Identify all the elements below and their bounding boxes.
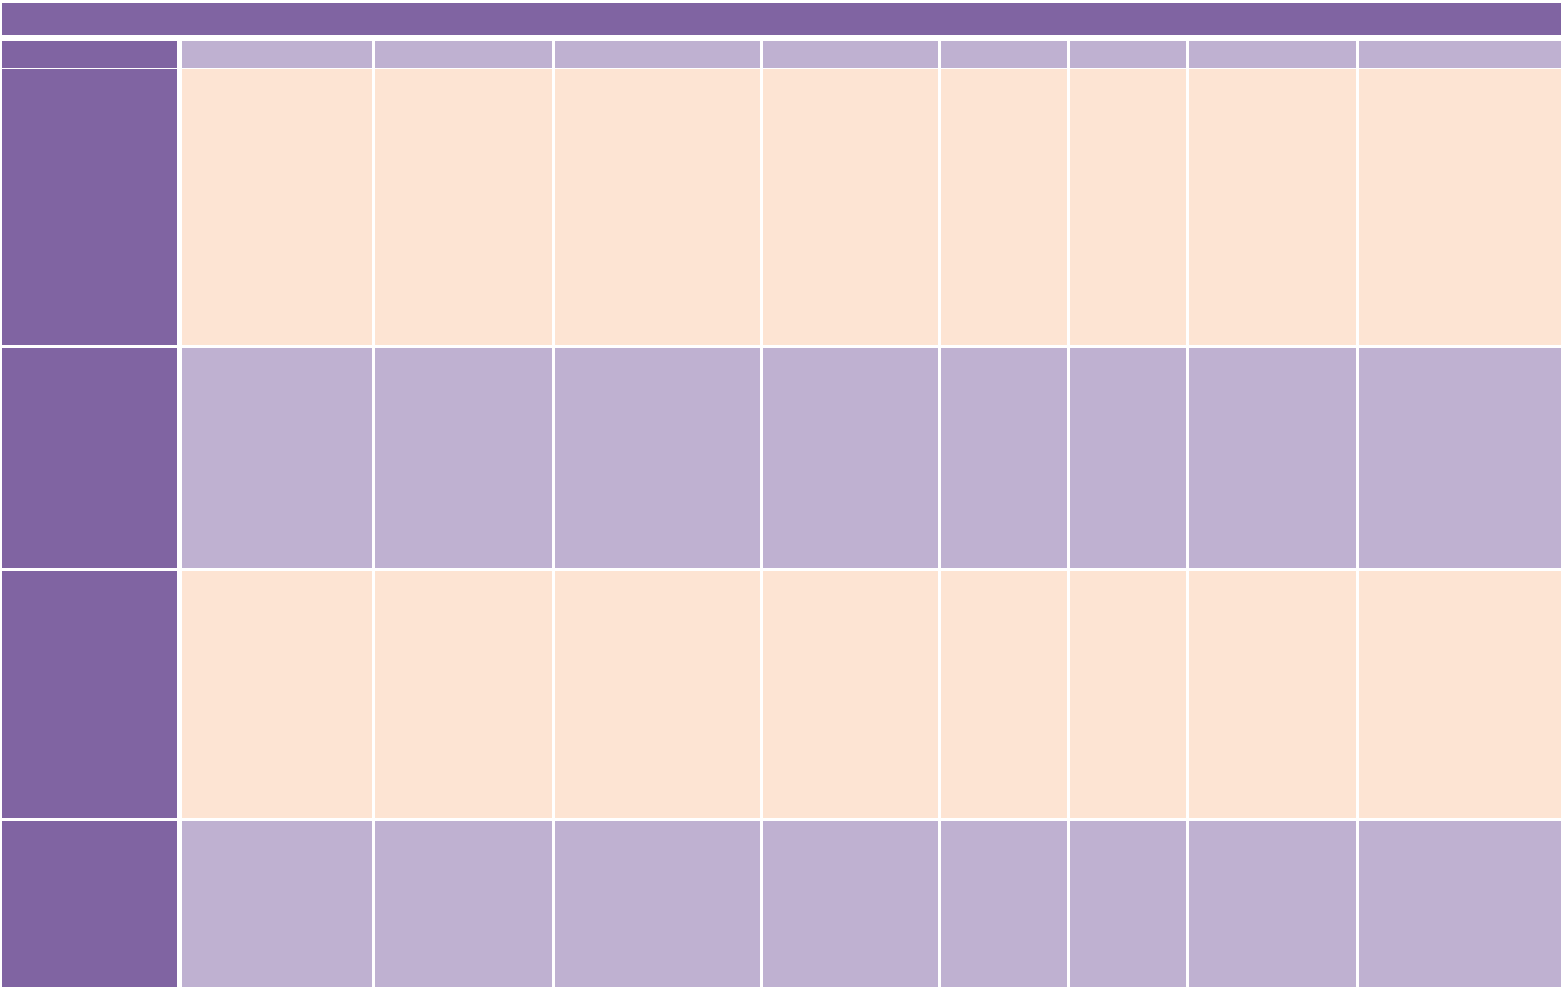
body-cell (375, 348, 552, 568)
body-cell (1070, 571, 1186, 818)
header-cell (763, 41, 938, 68)
header-cell (182, 41, 372, 68)
body-cell (763, 821, 938, 987)
body-cell (763, 348, 938, 568)
title-bar (2, 3, 1561, 35)
body-cell (1189, 69, 1356, 345)
header-cell (555, 41, 760, 68)
body-cell (763, 69, 938, 345)
body-cell (182, 69, 372, 345)
body-cell (1070, 348, 1186, 568)
body-cell (555, 348, 760, 568)
body-cell (1359, 571, 1561, 818)
body-cell (555, 821, 760, 987)
body-cell (375, 571, 552, 818)
body-cell (941, 821, 1067, 987)
body-cell (941, 571, 1067, 818)
body-cell (941, 348, 1067, 568)
body-cell (182, 348, 372, 568)
row-header-cell (2, 571, 177, 818)
body-cell (182, 571, 372, 818)
body-cell (1359, 348, 1561, 568)
body-cell (1189, 348, 1356, 568)
body-cell (555, 571, 760, 818)
body-cell (555, 69, 760, 345)
body-cell (763, 571, 938, 818)
body-cell (1070, 821, 1186, 987)
body-cell (1070, 69, 1186, 345)
body-cell (1189, 821, 1356, 987)
body-cell (1359, 69, 1561, 345)
row-header-cell (2, 821, 177, 987)
header-cell (941, 41, 1067, 68)
body-cell (1359, 821, 1561, 987)
header-cell (1070, 41, 1186, 68)
body-cell (375, 69, 552, 345)
header-cell (375, 41, 552, 68)
body-cell (1189, 571, 1356, 818)
row-header-cell (2, 69, 177, 345)
body-cell (941, 69, 1067, 345)
header-cell (1189, 41, 1356, 68)
body-cell (182, 821, 372, 987)
row-header-cell (2, 348, 177, 568)
header-corner-cell (2, 41, 177, 68)
body-cell (375, 821, 552, 987)
header-cell (1359, 41, 1561, 68)
